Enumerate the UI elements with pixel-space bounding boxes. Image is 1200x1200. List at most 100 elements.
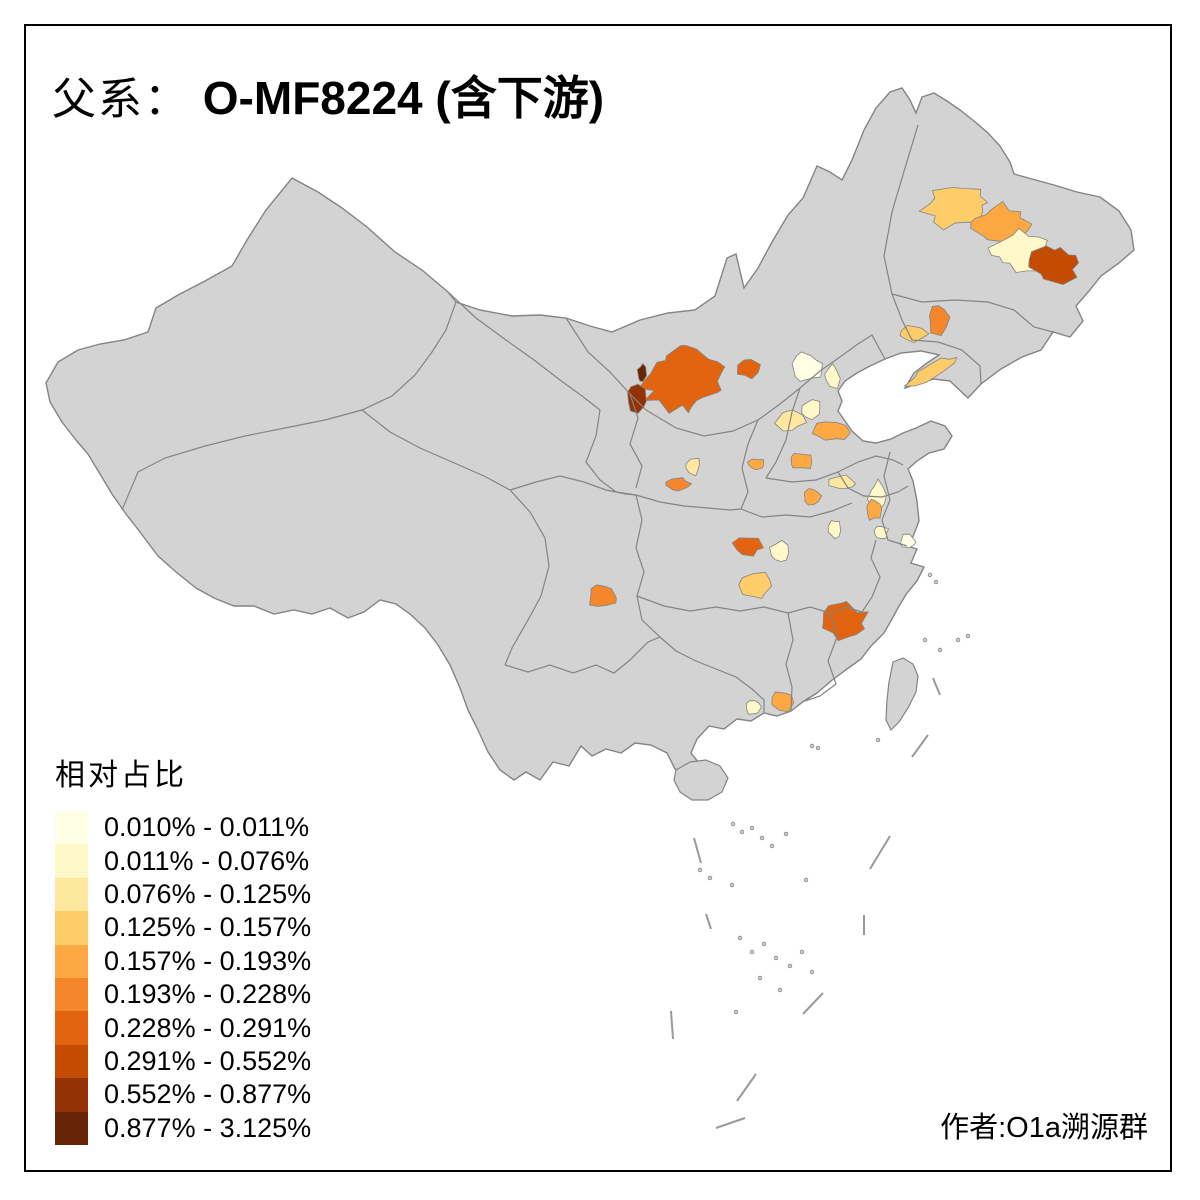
legend-swatch-2: [55, 844, 88, 878]
province-border: [861, 539, 881, 613]
legend-row: 0.228% - 0.291%: [55, 1011, 312, 1045]
boundary-dash: [932, 677, 941, 696]
province-border: [565, 317, 647, 411]
south-china-sea-islets: [697, 572, 971, 1015]
region-luzhou: [589, 584, 617, 607]
legend-title: 相对占比: [55, 759, 187, 792]
legend-row: 0.552% - 0.877%: [55, 1078, 312, 1112]
province-border: [645, 334, 886, 437]
legend-swatch-9: [55, 1078, 88, 1112]
islet: [707, 875, 713, 881]
legend-swatch-4: [55, 911, 88, 945]
islet: [733, 1009, 739, 1015]
legend-label: 0.291% - 0.552%: [104, 1045, 312, 1076]
region-xiangyang: [731, 537, 764, 557]
region-kaifeng-east: [828, 474, 857, 489]
legend-row: 0.193% - 0.228%: [55, 977, 312, 1012]
region-luohe: [804, 487, 823, 506]
region-tianjin: [824, 363, 841, 389]
legend-label: 0.011% - 0.076%: [104, 845, 310, 876]
legend-label: 0.125% - 0.157%: [104, 912, 312, 943]
legend-row: 0.010% - 0.011%: [55, 811, 311, 845]
region-xingtai: [811, 421, 851, 441]
china-outline: [45, 87, 1135, 781]
region-wuhai: [636, 363, 648, 383]
province-border: [509, 475, 637, 496]
legend-row: 0.076% - 0.125%: [55, 877, 311, 912]
legend-label: 0.010% - 0.011%: [104, 812, 310, 843]
region-jiamusi: [1028, 245, 1080, 286]
legend-swatch-5: [55, 944, 88, 978]
region-qingyuan: [771, 691, 795, 713]
region-linfen: [685, 457, 700, 477]
region-hefei: [827, 520, 842, 540]
province-border: [837, 471, 909, 498]
islet: [875, 737, 881, 743]
province-border: [504, 636, 661, 674]
province-border: [635, 494, 742, 511]
province-border: [765, 387, 801, 479]
province-border: [447, 291, 601, 411]
legend-swatch-8: [55, 1044, 88, 1079]
province-border: [635, 494, 645, 621]
islet: [927, 572, 933, 578]
islet: [937, 647, 943, 653]
legend-label: 0.552% - 0.877%: [104, 1079, 312, 1110]
boundary-dash: [736, 1073, 757, 1102]
legend-label: 0.193% - 0.228%: [104, 979, 312, 1010]
islet: [787, 963, 793, 969]
region-ulanqab: [736, 358, 761, 380]
region-huaibei: [866, 498, 883, 521]
islet: [955, 637, 961, 643]
region-langfang: [801, 399, 821, 421]
islet: [749, 949, 755, 955]
province-border: [911, 339, 982, 385]
islet: [922, 637, 928, 643]
legend-swatch-7: [55, 1011, 88, 1045]
legend-swatch-1: [55, 811, 88, 845]
islet: [777, 987, 783, 993]
region-shanghai: [900, 533, 917, 549]
islet: [809, 969, 815, 975]
islet: [761, 941, 767, 947]
taiwan-island: [885, 657, 919, 732]
title-haplogroup: O-MF8224 (含下游): [190, 72, 605, 124]
islet: [783, 831, 789, 837]
legend-label: 0.157% - 0.193%: [104, 945, 312, 976]
islet: [697, 867, 703, 873]
boundary-dash: [911, 734, 929, 758]
islet: [757, 975, 763, 981]
legend-row: 0.157% - 0.193%: [55, 944, 312, 978]
plot-border: [24, 24, 1172, 1172]
region-jingmen: [738, 571, 773, 600]
page-title: 父系： O-MF8224 (含下游): [52, 62, 604, 128]
islet: [965, 633, 971, 639]
islet: [809, 743, 815, 749]
nine-dash-line: [670, 677, 941, 1129]
legend-row: 0.291% - 0.552%: [55, 1044, 312, 1079]
legend-label: 0.877% - 3.125%: [104, 1112, 312, 1143]
region-jiaozuo: [746, 458, 765, 471]
legend-label: 0.228% - 0.291%: [104, 1012, 312, 1043]
region-weinan: [665, 477, 693, 492]
attribution: 作者:O1a溯源群: [940, 1112, 1148, 1144]
province-border: [785, 612, 794, 712]
islet: [799, 949, 805, 955]
province-border: [804, 612, 838, 702]
legend-swatch-3: [55, 877, 88, 912]
province-border: [361, 409, 550, 666]
islet: [739, 829, 745, 835]
islet: [815, 745, 821, 751]
islet: [749, 825, 755, 831]
islet: [933, 579, 939, 585]
legend: 相对占比 0.010% - 0.011% 0.011% - 0.076% 0.076…: [55, 750, 311, 1145]
boundary-dash: [693, 837, 702, 864]
region-dalian: [903, 356, 958, 387]
islet: [759, 835, 765, 841]
legend-row: 0.125% - 0.157%: [55, 911, 312, 945]
islet: [769, 843, 775, 849]
province-border: [891, 293, 1054, 333]
boundary-dash: [869, 835, 891, 870]
